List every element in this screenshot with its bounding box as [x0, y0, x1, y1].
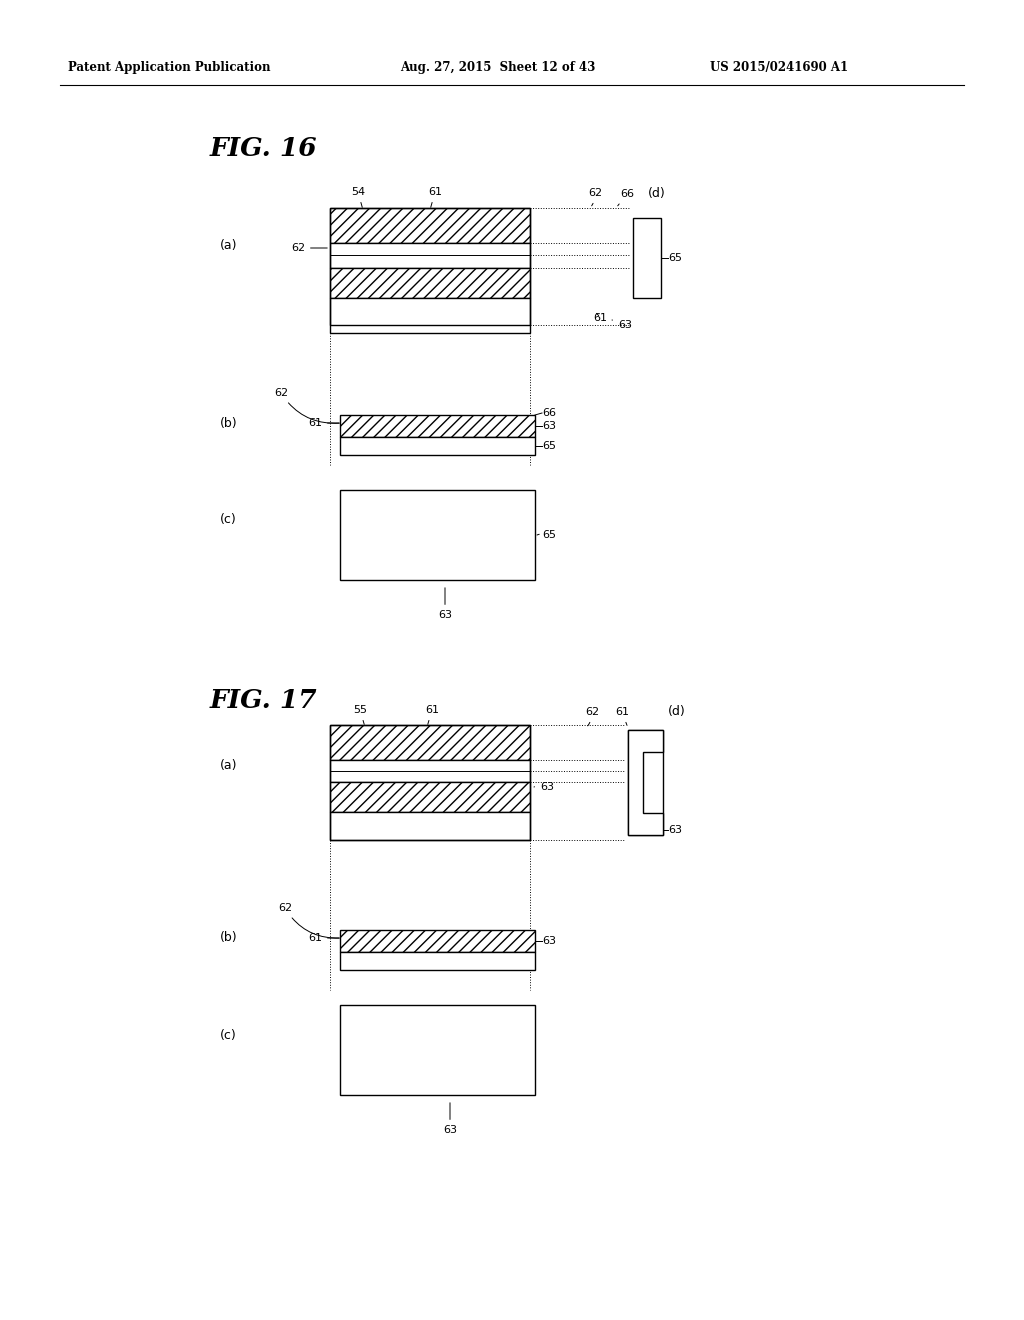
Bar [330, 209, 530, 243]
Bar [633, 218, 662, 298]
Bar [330, 268, 530, 298]
Text: (b): (b) [220, 932, 238, 945]
Text: (c): (c) [220, 513, 237, 527]
Text: 61: 61 [425, 705, 439, 725]
Bar [330, 243, 530, 268]
Text: 61: 61 [308, 418, 339, 428]
Text: 62: 62 [273, 388, 339, 424]
Text: 61: 61 [428, 187, 442, 207]
Text: 65: 65 [542, 441, 556, 451]
Text: (c): (c) [220, 1028, 237, 1041]
Text: 62: 62 [585, 708, 599, 726]
Text: US 2015/0241690 A1: US 2015/0241690 A1 [710, 62, 848, 74]
Text: 65: 65 [537, 531, 556, 540]
Text: (d): (d) [668, 705, 686, 718]
Bar [340, 437, 535, 455]
Text: 61: 61 [308, 933, 339, 942]
Text: 54: 54 [351, 187, 366, 207]
Text: 63: 63 [668, 825, 682, 836]
Text: 61: 61 [615, 708, 629, 726]
Text: (a): (a) [220, 239, 238, 252]
Text: 63: 63 [534, 781, 554, 792]
Text: (d): (d) [648, 186, 666, 199]
Bar [628, 730, 663, 836]
Bar [628, 752, 648, 813]
Text: 63: 63 [612, 319, 632, 330]
Text: Aug. 27, 2015  Sheet 12 of 43: Aug. 27, 2015 Sheet 12 of 43 [400, 62, 595, 74]
Bar [330, 812, 530, 840]
Bar [330, 725, 530, 760]
Polygon shape [628, 730, 663, 836]
Bar [330, 725, 530, 840]
Text: FIG. 16: FIG. 16 [210, 136, 317, 161]
Bar [330, 781, 530, 812]
Bar [330, 760, 530, 781]
Text: 55: 55 [353, 705, 367, 725]
Text: (a): (a) [220, 759, 238, 771]
Bar [330, 298, 530, 333]
Text: 61: 61 [593, 313, 607, 323]
Bar [340, 1005, 535, 1096]
Text: Patent Application Publication: Patent Application Publication [68, 62, 270, 74]
Text: 66: 66 [617, 189, 634, 206]
Text: (b): (b) [220, 417, 238, 429]
Text: 62: 62 [278, 903, 339, 939]
Text: 65: 65 [668, 253, 682, 263]
Text: 63: 63 [542, 421, 556, 432]
Bar [340, 414, 535, 437]
Bar [340, 490, 535, 579]
Text: 66: 66 [542, 408, 556, 418]
Text: 63: 63 [438, 587, 452, 620]
Bar [340, 931, 535, 952]
Bar [340, 952, 535, 970]
Text: 62: 62 [291, 243, 328, 253]
Text: 63: 63 [542, 936, 556, 946]
Text: 63: 63 [443, 1102, 457, 1135]
Bar [330, 209, 530, 325]
Text: 62: 62 [588, 187, 602, 206]
Text: FIG. 17: FIG. 17 [210, 688, 317, 713]
